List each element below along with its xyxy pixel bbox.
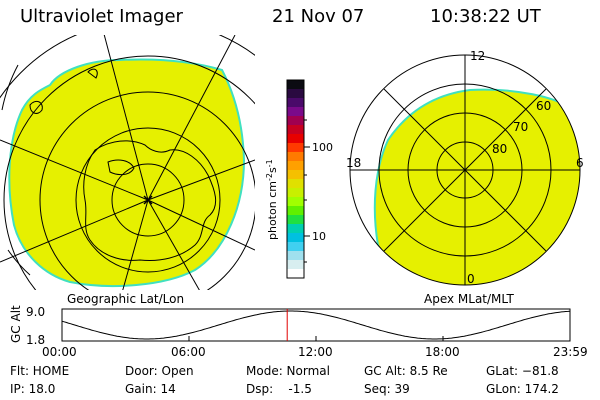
mlt-label-18: 18: [346, 156, 361, 170]
altitude-x-ticks: [61, 336, 571, 341]
mlt-meridians: [350, 55, 580, 285]
colorbar-segment: [287, 89, 304, 99]
time-label: 10:38:22 UT: [430, 6, 541, 27]
altitude-xtick-2: 12:00: [298, 345, 333, 359]
colorbar-segment: [287, 134, 304, 144]
colorbar-segment: [287, 152, 304, 162]
uv-emission-region-left: [8, 58, 246, 287]
status-dsp: Dsp: -1.5: [246, 382, 312, 396]
status-glon: GLon: 174.2: [486, 382, 559, 396]
colorbar-segment: [287, 197, 304, 207]
colorbar-segment: [287, 170, 304, 180]
colorbar-segment: [287, 251, 304, 261]
status-seq: Seq: 39: [364, 382, 410, 396]
colorbar-tick-10: 10: [312, 230, 326, 243]
altitude-xtick-4: 23:59: [553, 345, 588, 359]
colorbar-segment: [287, 206, 304, 216]
uv-emission-region-right: [373, 88, 580, 285]
status-ip: IP: 18.0: [10, 382, 56, 396]
colorbar-segment: [287, 143, 304, 153]
colorbar-tick-100: 100: [312, 141, 333, 154]
altitude-curve: [61, 310, 571, 340]
status-glat: GLat: −81.8: [486, 364, 559, 378]
colorbar-segment: [287, 161, 304, 171]
colorbar-segment: [287, 215, 304, 225]
status-gain: Gain: 14: [125, 382, 176, 396]
mlat-label-80: 80: [492, 142, 507, 156]
colorbar-segment: [287, 188, 304, 198]
latitude-circles: [0, 35, 255, 290]
date-label: 21 Nov 07: [272, 6, 365, 27]
colorbar-segment: [287, 179, 304, 189]
mlt-label-0: 0: [467, 272, 475, 286]
colorbar-unit-label: photon cm-2s-1: [265, 159, 279, 240]
instrument-title: Ultraviolet Imager: [20, 6, 183, 27]
mlat-label-60: 60: [536, 99, 551, 113]
colorbar-segment: [287, 116, 304, 126]
altitude-ylabel: GC Alt: [9, 305, 23, 343]
mlt-label-12: 12: [470, 49, 485, 63]
colorbar-segment: [287, 242, 304, 252]
geographic-map: [0, 35, 255, 290]
antarctica-coastline: [83, 140, 217, 261]
altitude-xtick-3: 18:00: [425, 345, 460, 359]
altitude-ymin: 1.8: [26, 333, 45, 347]
status-flight: Flt: HOME: [10, 364, 70, 378]
magnetic-map: [373, 88, 580, 285]
colorbar-segment: [287, 224, 304, 234]
colorbar: [287, 80, 304, 279]
status-gc-alt: GC Alt: 8.5 Re: [364, 364, 448, 378]
colorbar-segment: [287, 260, 304, 270]
colorbar-segment: [287, 125, 304, 135]
status-mode: Mode: Normal: [246, 364, 330, 378]
altitude-xtick-0: 00:00: [42, 345, 77, 359]
left-frame: [1, 64, 31, 276]
right-panel-label: Apex MLat/MLT: [424, 292, 514, 306]
colorbar-segment: [287, 269, 304, 279]
altitude-xtick-1: 06:00: [171, 345, 206, 359]
left-panel-label: Geographic Lat/Lon: [67, 292, 184, 306]
colorbar-segment: [287, 98, 304, 108]
meridians: [0, 35, 255, 290]
mlat-label-70: 70: [513, 120, 528, 134]
colorbar-segment: [287, 233, 304, 243]
colorbar-ticks: [304, 119, 310, 263]
colorbar-segment: [287, 80, 304, 90]
mlt-label-6: 6: [576, 156, 584, 170]
colorbar-frame: [286, 79, 305, 279]
geo-pole-marker: [143, 195, 153, 205]
status-door: Door: Open: [125, 364, 194, 378]
colorbar-segment: [287, 107, 304, 117]
altitude-ymax: 9.0: [26, 305, 45, 319]
